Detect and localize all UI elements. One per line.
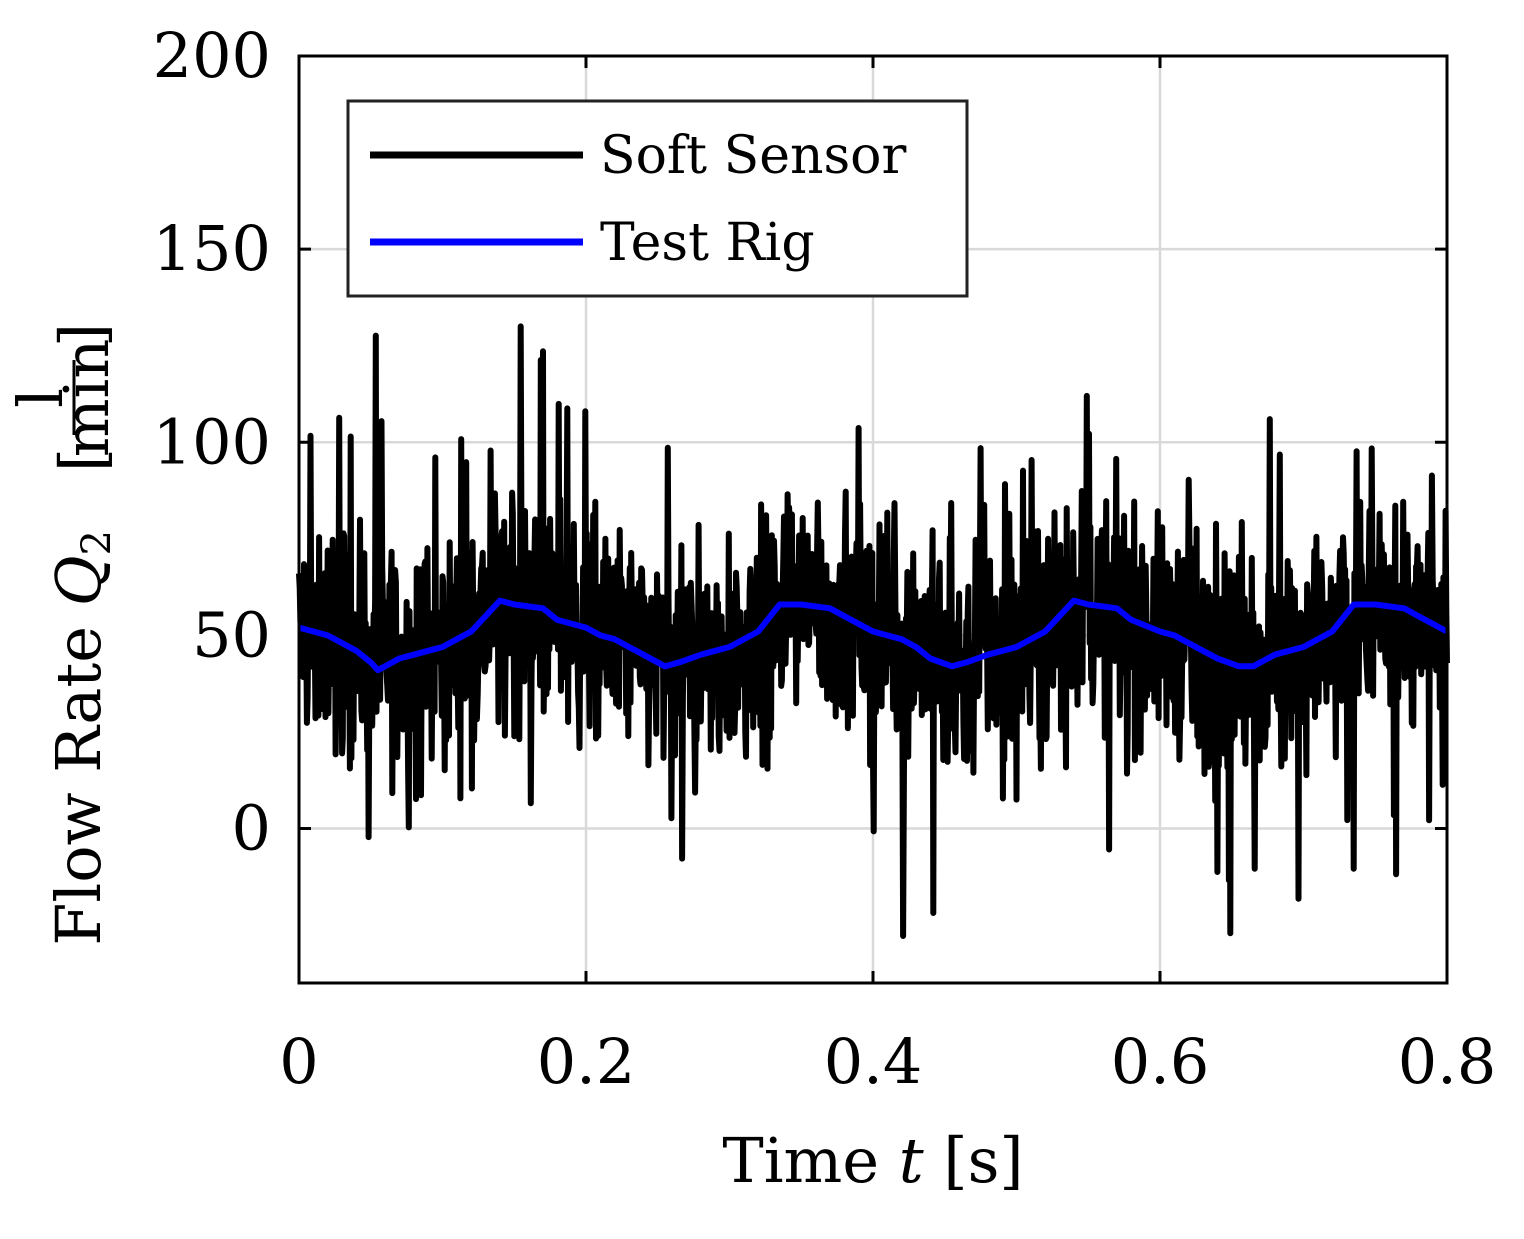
y-tick-label: 200 [153,19,271,92]
y-axis-unit-numerator: l [4,388,77,408]
tick-marks [297,54,1449,983]
y-axis-unit-bracket-left: [ [46,448,119,472]
y-tick-labels: 0 50 100 150 200 [153,19,271,865]
svg-text:Flow Rate Q2: Flow Rate Q2 [42,530,120,946]
plot-area [296,323,1450,939]
x-axis-label-unit: [s] [943,1124,1023,1197]
legend-label-test-rig: Test Rig [600,213,815,273]
series-line-soft-sensor [296,323,1450,939]
series-line-test-rig [298,597,1449,674]
y-axis-label-text: Flow Rate [42,626,115,946]
y-axis-label-var: Q [42,555,115,606]
legend: Soft Sensor Test Rig [346,99,969,298]
x-tick-label: 0.4 [824,1025,923,1098]
x-axis-label-var: t [899,1124,924,1197]
x-axis-label-text: Time [722,1124,879,1197]
y-tick-label: 50 [192,598,271,671]
y-tick-label: 100 [153,405,271,478]
y-axis-label: Flow Rate Q2 [ ] l min [4,323,123,946]
x-tick-label: 0 [279,1025,318,1098]
y-axis-unit-denominator: min [50,339,123,458]
y-tick-label: 150 [153,212,271,285]
legend-box [346,99,969,298]
y-axis-unit-bracket-right: ] [46,323,119,347]
x-tick-label: 0.8 [1398,1025,1497,1098]
x-tick-label: 0.2 [537,1025,636,1098]
x-axis-label: Time t [s] [722,1124,1023,1197]
y-axis-label-sub: 2 [74,530,120,555]
y-tick-label: 0 [232,792,271,865]
x-tick-label: 0.6 [1111,1025,1210,1098]
legend-label-soft-sensor: Soft Sensor [600,126,906,186]
x-tick-labels: 0 0.2 0.4 0.6 0.8 [279,1025,1496,1098]
